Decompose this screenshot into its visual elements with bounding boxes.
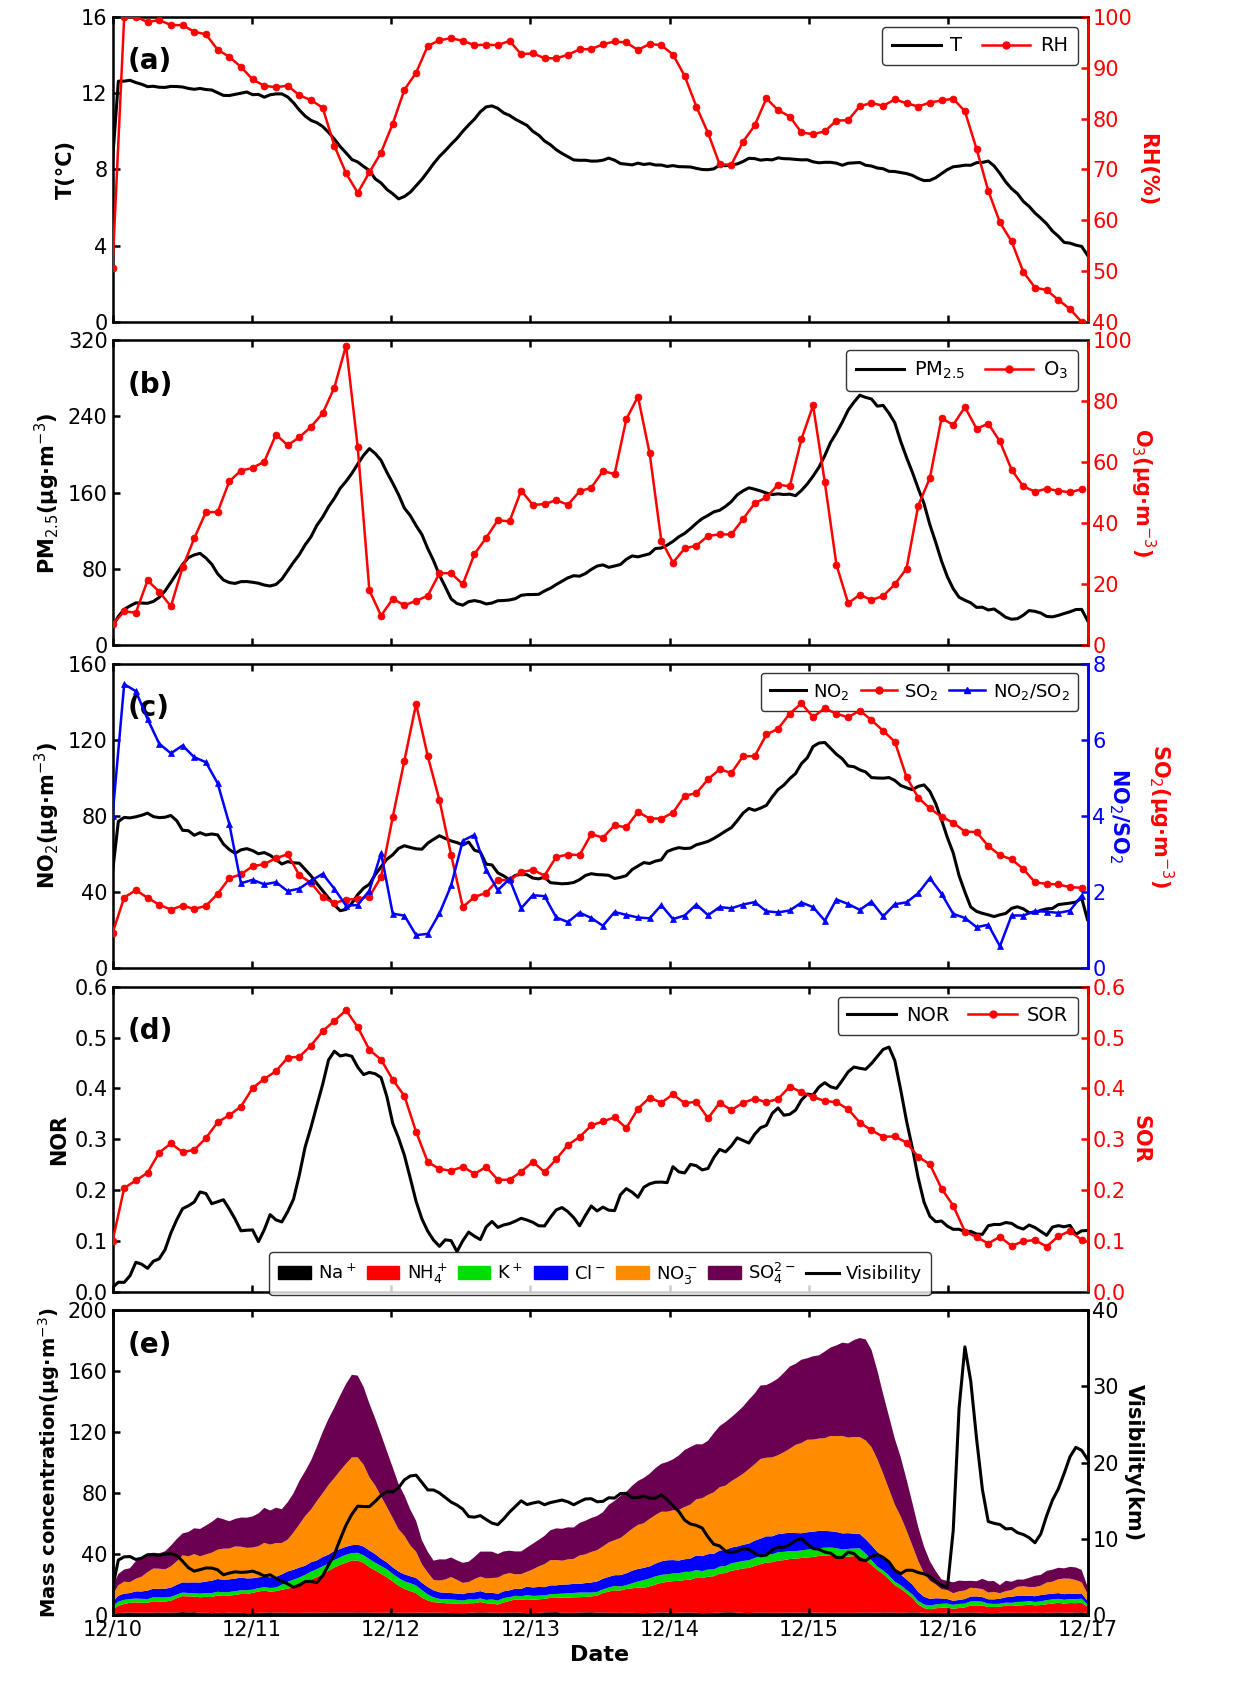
Y-axis label: PM$_{2.5}$(μg·m$^{-3}$): PM$_{2.5}$(μg·m$^{-3}$)	[32, 411, 62, 573]
Legend: Na$^+$, NH$_4^+$, K$^+$, Cl$^-$, NO$_3^-$, SO$_4^{2-}$, Visibility: Na$^+$, NH$_4^+$, K$^+$, Cl$^-$, NO$_3^-…	[269, 1251, 931, 1295]
Text: (d): (d)	[127, 1017, 172, 1046]
Legend: PM$_{2.5}$, O$_3$: PM$_{2.5}$, O$_3$	[846, 350, 1078, 391]
Y-axis label: O$_3$(μg·m$^{-3}$): O$_3$(μg·m$^{-3}$)	[1128, 428, 1158, 558]
Text: SO$_2$(μg·m$^{-3}$): SO$_2$(μg·m$^{-3}$)	[1146, 743, 1175, 889]
Text: (a): (a)	[127, 48, 171, 75]
Y-axis label: SOR: SOR	[1130, 1115, 1150, 1163]
Y-axis label: NOR: NOR	[49, 1114, 69, 1164]
Legend: NOR, SOR: NOR, SOR	[838, 996, 1078, 1035]
Text: (e): (e)	[127, 1331, 171, 1360]
Text: (c): (c)	[127, 694, 169, 722]
Y-axis label: RH(%): RH(%)	[1138, 133, 1158, 206]
Legend: T, RH: T, RH	[882, 27, 1078, 65]
Y-axis label: Mass concentration(μg·m$^{-3}$): Mass concentration(μg·m$^{-3}$)	[36, 1307, 62, 1618]
Y-axis label: NO$_2$(μg·m$^{-3}$): NO$_2$(μg·m$^{-3}$)	[32, 743, 62, 889]
Y-axis label: Visibility(km): Visibility(km)	[1124, 1384, 1144, 1542]
X-axis label: Date: Date	[570, 1646, 630, 1666]
Y-axis label: T(°C): T(°C)	[55, 139, 75, 199]
Text: (b): (b)	[127, 371, 172, 400]
Y-axis label: NO$_2$/SO$_2$: NO$_2$/SO$_2$	[1108, 768, 1131, 864]
Legend: NO$_2$, SO$_2$, NO$_2$/SO$_2$: NO$_2$, SO$_2$, NO$_2$/SO$_2$	[761, 673, 1079, 711]
